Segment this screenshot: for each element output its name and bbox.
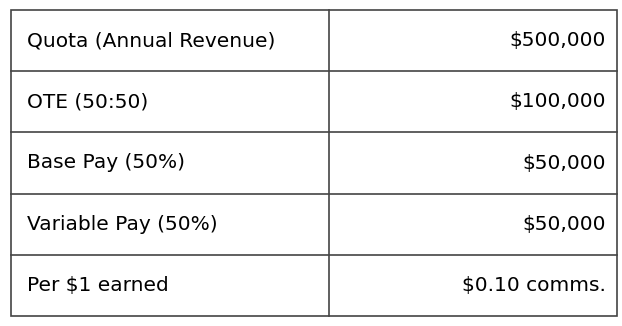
Text: Variable Pay (50%): Variable Pay (50%) (27, 215, 217, 233)
Text: Base Pay (50%): Base Pay (50%) (27, 154, 185, 172)
Text: $500,000: $500,000 (509, 31, 606, 51)
Text: OTE (50:50): OTE (50:50) (27, 93, 148, 111)
Text: Per $1 earned: Per $1 earned (27, 275, 169, 295)
Text: $0.10 comms.: $0.10 comms. (462, 275, 606, 295)
Text: Quota (Annual Revenue): Quota (Annual Revenue) (27, 31, 275, 51)
Text: $100,000: $100,000 (509, 93, 606, 111)
Text: $50,000: $50,000 (522, 215, 606, 233)
Text: $50,000: $50,000 (522, 154, 606, 172)
